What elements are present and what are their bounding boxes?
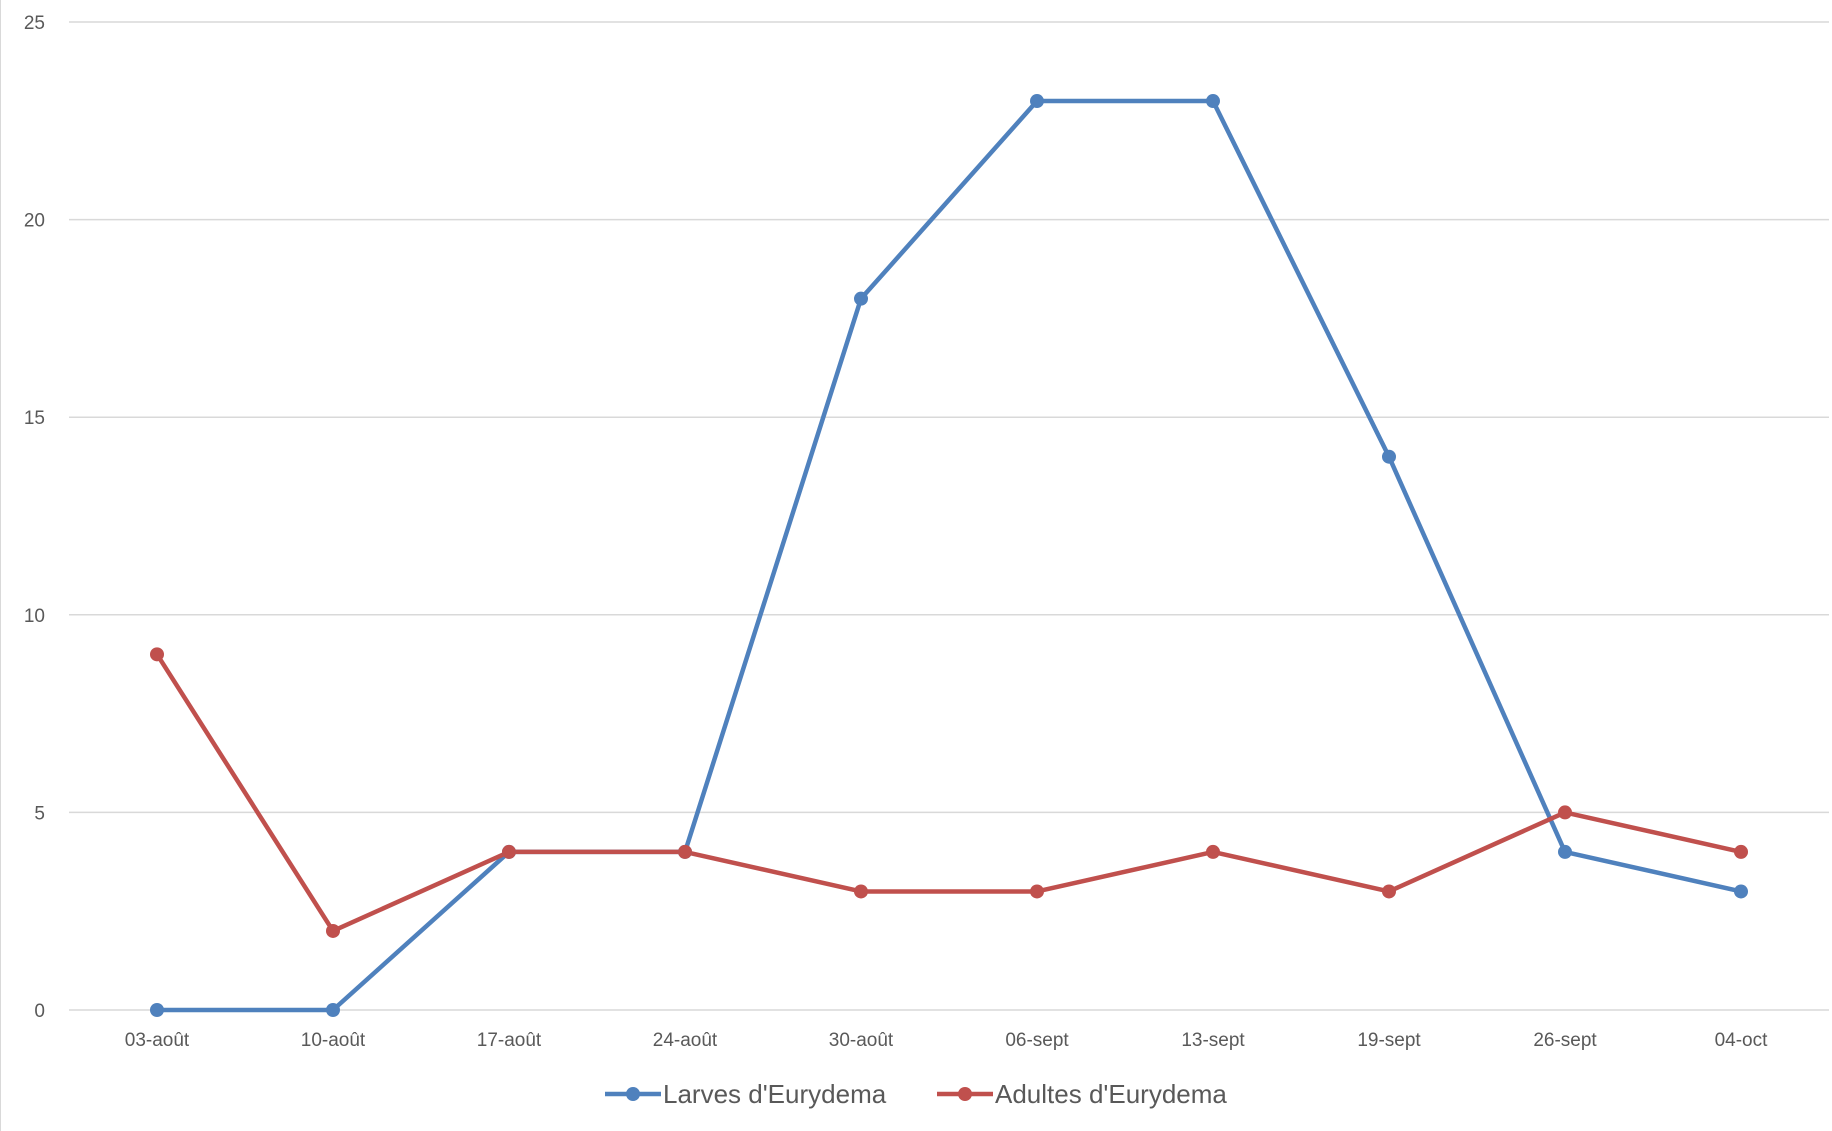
- legend: Larves d'Eurydema Adultes d'Eurydema: [605, 1079, 1227, 1109]
- legend-item-2: Adultes d'Eurydema: [937, 1079, 1227, 1109]
- data-point: [1030, 94, 1044, 109]
- y-tick-label: 20: [24, 211, 45, 232]
- data-point: [1558, 805, 1572, 820]
- legend-marker: [626, 1087, 640, 1101]
- data-point: [1382, 449, 1396, 464]
- legend-item-1: Larves d'Eurydema: [605, 1079, 887, 1109]
- data-point: [150, 647, 164, 662]
- x-tick-label: 19-sept: [1357, 1030, 1421, 1051]
- y-axis: 0 5 10 15 20 25: [24, 13, 45, 1022]
- legend-marker: [958, 1087, 972, 1101]
- data-point: [1030, 884, 1044, 899]
- data-point: [1734, 844, 1748, 859]
- gridlines: [69, 21, 1829, 1011]
- legend-label: Adultes d'Eurydema: [995, 1079, 1227, 1109]
- data-point: [678, 844, 692, 859]
- data-point: [326, 1003, 340, 1017]
- y-tick-label: 15: [24, 408, 45, 429]
- y-tick-label: 10: [24, 606, 45, 627]
- data-point: [854, 291, 868, 306]
- series-points: [150, 94, 1748, 1017]
- x-tick-label: 13-sept: [1181, 1030, 1245, 1051]
- data-point: [1206, 844, 1220, 859]
- series-line-1: [154, 98, 1744, 1013]
- data-point: [1558, 844, 1572, 859]
- x-tick-label: 26-sept: [1533, 1030, 1597, 1051]
- y-tick-label: 5: [34, 803, 45, 824]
- series-lines: [154, 98, 1744, 1013]
- x-tick-label: 03-août: [125, 1030, 190, 1051]
- x-tick-label: 17-août: [477, 1030, 542, 1051]
- y-tick-label: 0: [34, 1001, 45, 1022]
- x-tick-label: 10-août: [301, 1030, 366, 1051]
- data-point: [1382, 884, 1396, 899]
- data-point: [854, 884, 868, 899]
- data-point: [1734, 884, 1748, 899]
- x-tick-label: 24-août: [653, 1030, 718, 1051]
- series-line-2: [154, 652, 1744, 934]
- x-axis: 03-août 10-août 17-août 24-août 30-août 06-se…: [125, 1030, 1768, 1051]
- x-tick-label: 06-sept: [1005, 1030, 1069, 1051]
- legend-label: Larves d'Eurydema: [663, 1079, 887, 1109]
- x-tick-label: 04-oct: [1715, 1030, 1769, 1051]
- x-tick-label: 30-août: [829, 1030, 894, 1051]
- data-point: [326, 923, 340, 938]
- data-point: [502, 844, 516, 859]
- data-point: [1206, 94, 1220, 109]
- data-point: [150, 1003, 164, 1017]
- y-tick-label: 25: [24, 13, 45, 34]
